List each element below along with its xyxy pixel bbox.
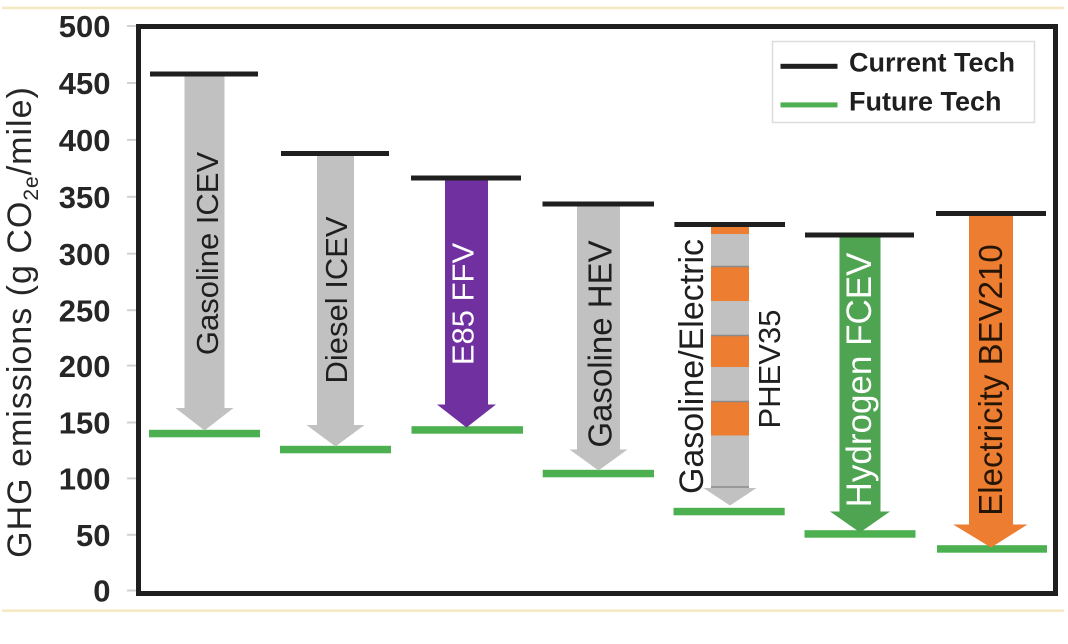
svg-text:GHG emissions (g CO2e/mile): GHG emissions (g CO2e/mile) <box>1 86 43 558</box>
svg-text:150: 150 <box>59 406 111 441</box>
svg-text:350: 350 <box>59 180 111 215</box>
svg-text:500: 500 <box>59 9 111 44</box>
svg-text:Gasoline ICEV: Gasoline ICEV <box>190 152 225 356</box>
svg-text:PHEV35: PHEV35 <box>752 310 787 429</box>
svg-text:300: 300 <box>59 237 111 272</box>
svg-text:Hydrogen FCEV: Hydrogen FCEV <box>840 252 879 507</box>
svg-text:200: 200 <box>59 349 111 384</box>
svg-text:0: 0 <box>93 574 110 609</box>
svg-text:Future Tech: Future Tech <box>849 87 1002 117</box>
svg-text:Diesel ICEV: Diesel ICEV <box>319 216 354 383</box>
svg-text:Electricity BEV210: Electricity BEV210 <box>972 244 1009 515</box>
svg-text:50: 50 <box>76 518 110 553</box>
svg-text:450: 450 <box>59 66 111 101</box>
svg-text:250: 250 <box>59 293 111 328</box>
svg-text:Gasoline HEV: Gasoline HEV <box>582 240 619 447</box>
svg-text:E85 FFV: E85 FFV <box>446 243 481 366</box>
svg-text:Current Tech: Current Tech <box>849 48 1015 78</box>
svg-text:400: 400 <box>59 123 111 158</box>
svg-text:Gasoline/Electric: Gasoline/Electric <box>673 239 711 494</box>
svg-text:100: 100 <box>59 462 111 497</box>
